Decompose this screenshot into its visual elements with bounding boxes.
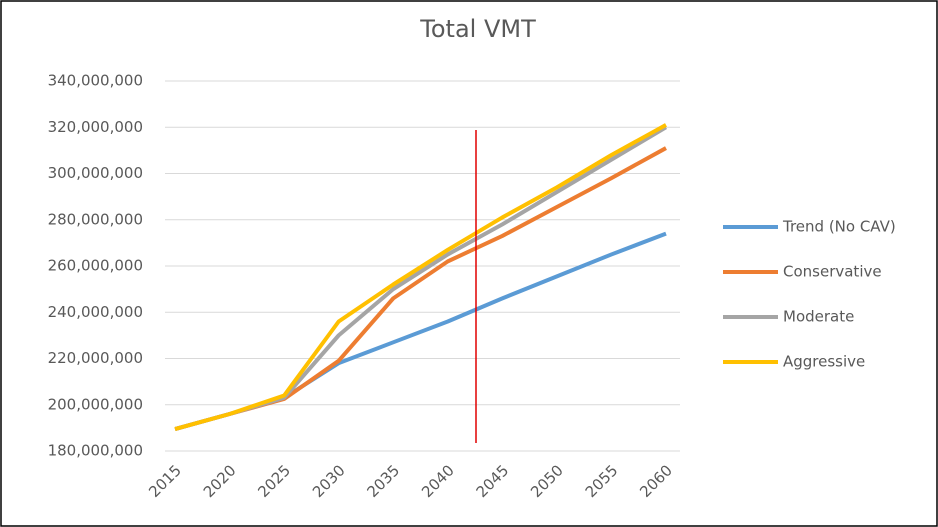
series-line [174,123,667,431]
legend-label: Aggressive [783,353,865,371]
y-tick-label: 320,000,000 [48,118,143,136]
y-tick-label: 340,000,000 [48,72,143,90]
legend-label: Moderate [783,308,854,326]
y-tick-label: 260,000,000 [48,257,143,275]
plot [174,123,668,431]
legend-label: Trend (No CAV) [782,218,896,236]
y-tick-label: 220,000,000 [48,349,143,367]
y-tick-label: 240,000,000 [48,303,143,321]
chart-title: Total VMT [419,15,536,43]
legend-label: Conservative [783,263,882,281]
y-tick-label: 180,000,000 [48,442,143,460]
y-tick-label: 280,000,000 [48,210,143,228]
y-tick-label: 300,000,000 [48,164,143,182]
y-tick-label: 200,000,000 [48,395,143,413]
